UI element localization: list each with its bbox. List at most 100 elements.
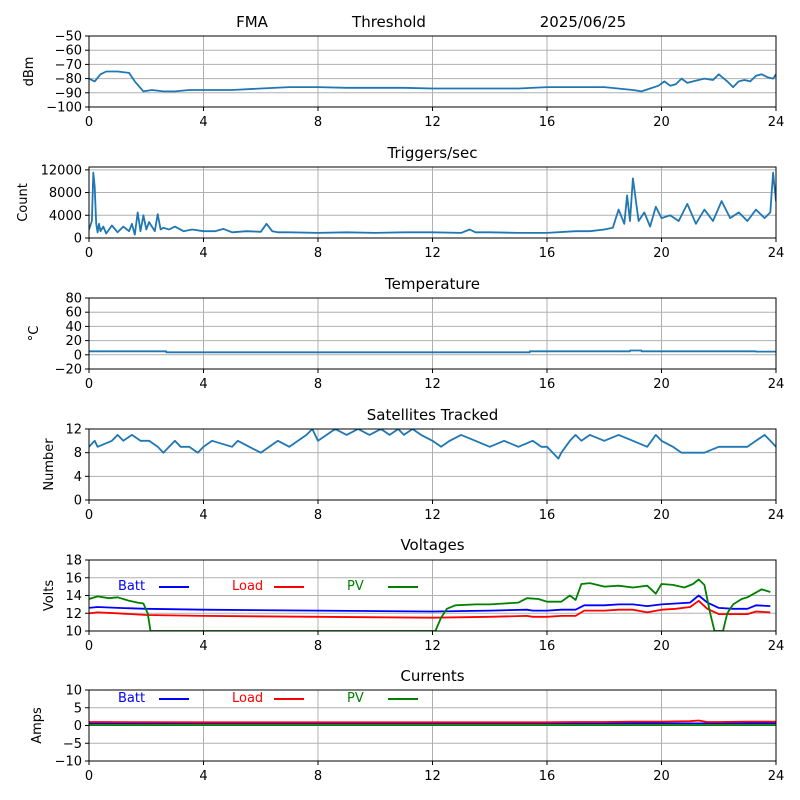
y-tick-label: 80 — [65, 292, 82, 307]
x-tick-label: 4 — [199, 115, 207, 130]
panel-satellites: Satellites Tracked Number 0 4 8 12 16 20 24 0 4 8… — [42, 406, 784, 523]
x-tick-label: 24 — [768, 246, 785, 261]
y-tick-label: −90 — [55, 86, 82, 101]
y-tick-label: −5 — [63, 737, 82, 752]
panel-title: Temperature — [384, 275, 480, 293]
y-axis-label: Amps — [30, 707, 45, 744]
y-tick-label: 12000 — [41, 163, 82, 178]
panel-voltages: Voltages Volts Batt Load PV 0 4 8 12 16 20 24 1… — [42, 536, 784, 654]
y-tick-label: −100 — [46, 101, 82, 116]
x-tick-label: 0 — [85, 769, 93, 784]
x-tick-label: 8 — [314, 769, 322, 784]
x-tick-label: 20 — [653, 115, 670, 130]
legend-batt-label: Batt — [118, 691, 145, 706]
x-tick-label: 16 — [539, 115, 556, 130]
x-tick-label: 8 — [314, 639, 322, 654]
y-tick-label: −50 — [55, 30, 82, 45]
y-tick-label: 0 — [74, 348, 82, 363]
y-tick-label: −60 — [55, 44, 82, 59]
y-tick-label: 10 — [65, 625, 82, 640]
series-line-batt — [89, 594, 771, 613]
y-tick-label: 16 — [65, 571, 82, 586]
legend-pv-label: PV — [347, 691, 364, 706]
x-tick-label: 8 — [314, 377, 322, 392]
panel-currents: Currents Amps Batt Load PV 0 4 8 12 16 20 24 −1… — [30, 667, 784, 784]
y-tick-label: 12 — [65, 423, 82, 438]
x-tick-label: 12 — [424, 639, 441, 654]
series-line — [89, 349, 776, 354]
y-tick-label: 8 — [74, 446, 82, 461]
x-tick-label: 16 — [539, 377, 556, 392]
y-tick-label: −80 — [55, 72, 82, 87]
x-tick-label: 4 — [199, 377, 207, 392]
panel-title: Satellites Tracked — [367, 406, 498, 424]
y-tick-label: −20 — [55, 363, 82, 378]
x-tick-label: 24 — [768, 377, 785, 392]
y-tick-label: 18 — [65, 554, 82, 569]
legend-load-label: Load — [232, 579, 263, 594]
x-tick-label: 16 — [539, 639, 556, 654]
x-tick-label: 24 — [768, 115, 785, 130]
panel-title: Currents — [400, 667, 464, 685]
series-line — [89, 429, 776, 460]
x-tick-label: 16 — [539, 508, 556, 523]
x-tick-label: 0 — [85, 377, 93, 392]
y-tick-label: 8000 — [49, 186, 82, 201]
series-line — [89, 70, 776, 93]
panel-triggers: Triggers/sec Count 0 4 8 12 16 20 24 0 4000 8000 1… — [16, 144, 784, 261]
y-tick-label: 0 — [74, 719, 82, 734]
y-tick-label: −70 — [55, 58, 82, 73]
x-tick-label: 0 — [85, 508, 93, 523]
header-station: FMA — [236, 13, 269, 31]
x-tick-label: 4 — [199, 639, 207, 654]
y-tick-label: 60 — [65, 306, 82, 321]
x-tick-label: 4 — [199, 246, 207, 261]
x-tick-label: 0 — [85, 246, 93, 261]
x-tick-label: 16 — [539, 246, 556, 261]
y-axis-label: Number — [42, 438, 57, 491]
header-mode: Threshold — [351, 13, 426, 31]
legend-load-label: Load — [232, 691, 263, 706]
x-tick-label: 12 — [424, 246, 441, 261]
series-line-load — [89, 599, 771, 619]
y-axis-label: °C — [27, 326, 42, 342]
x-tick-label: 12 — [424, 769, 441, 784]
series-line-pv — [89, 578, 771, 631]
panel-title: Triggers/sec — [387, 144, 478, 162]
x-tick-label: 8 — [314, 115, 322, 130]
y-tick-label: 12 — [65, 607, 82, 622]
x-tick-label: 24 — [768, 639, 785, 654]
y-tick-label: 10 — [65, 684, 82, 699]
x-tick-label: 20 — [653, 508, 670, 523]
x-tick-label: 24 — [768, 769, 785, 784]
x-tick-label: 0 — [85, 639, 93, 654]
x-tick-label: 20 — [653, 769, 670, 784]
panel-title: Voltages — [400, 536, 464, 554]
x-tick-label: 24 — [768, 508, 785, 523]
header-date: 2025/06/25 — [540, 13, 626, 31]
x-tick-label: 8 — [314, 246, 322, 261]
legend-pv-label: PV — [347, 579, 364, 594]
y-tick-label: −10 — [55, 755, 82, 770]
y-axis-label: dBm — [22, 57, 37, 87]
y-tick-label: 14 — [65, 589, 82, 604]
x-tick-label: 16 — [539, 769, 556, 784]
x-tick-label: 12 — [424, 377, 441, 392]
x-tick-label: 12 — [424, 115, 441, 130]
y-tick-label: 5 — [74, 701, 82, 716]
x-tick-label: 20 — [653, 639, 670, 654]
y-axis-label: Volts — [42, 580, 57, 612]
y-tick-label: 0 — [74, 232, 82, 247]
x-tick-label: 0 — [85, 115, 93, 130]
y-tick-label: 4 — [74, 470, 82, 485]
series-line-load — [89, 719, 776, 724]
x-tick-label: 8 — [314, 508, 322, 523]
x-tick-label: 20 — [653, 246, 670, 261]
y-tick-label: 20 — [65, 334, 82, 349]
y-tick-label: 4000 — [49, 209, 82, 224]
x-tick-label: 20 — [653, 377, 670, 392]
y-tick-label: 40 — [65, 320, 82, 335]
